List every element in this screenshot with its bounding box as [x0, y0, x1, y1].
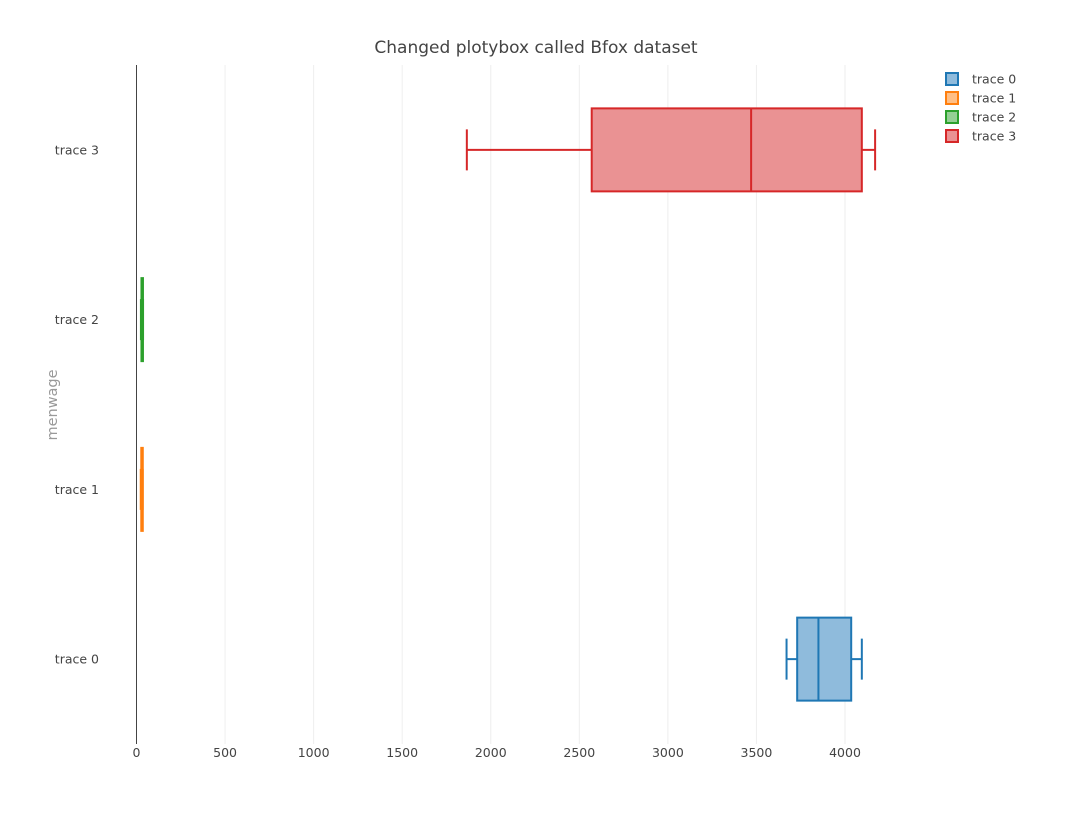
legend[interactable]: trace 0 trace 1 trace 2 trace 3 [945, 72, 1016, 144]
legend-label: trace 3 [972, 129, 1016, 144]
x-tick-label: 1500 [386, 745, 418, 760]
x-tick-label: 3000 [652, 745, 684, 760]
legend-label: trace 0 [972, 72, 1016, 87]
x-tick-label: 4000 [829, 745, 861, 760]
box-traces [139, 107, 877, 702]
x-tick-label: 500 [213, 745, 237, 760]
y-tick-label: trace 0 [55, 652, 99, 667]
box-trace-1 [139, 446, 144, 532]
x-tick-label: 3500 [741, 745, 773, 760]
x-tick-label: 1000 [298, 745, 330, 760]
box-trace-2 [139, 277, 145, 363]
legend-label: trace 2 [972, 110, 1016, 125]
y-tick-label: trace 1 [55, 482, 99, 497]
legend-item-2[interactable]: trace 2 [945, 110, 1016, 125]
x-tick-label: 2000 [475, 745, 507, 760]
x-axis-ticks: 0 500 1000 1500 2000 2500 3000 3500 4000 [133, 745, 861, 760]
legend-item-0[interactable]: trace 0 [945, 72, 1016, 87]
legend-label: trace 1 [972, 91, 1016, 106]
legend-item-1[interactable]: trace 1 [945, 91, 1016, 106]
chart-title: Changed plotybox called Bfox dataset [374, 38, 698, 58]
legend-swatch [945, 72, 959, 86]
y-tick-label: trace 2 [55, 312, 99, 327]
x-tick-label: 0 [133, 745, 141, 760]
x-tick-label: 2500 [563, 745, 595, 760]
box-trace-3 [465, 107, 877, 193]
box-iqr [590, 107, 863, 193]
y-axis-label: menwage [45, 369, 61, 440]
box-trace-0 [785, 616, 863, 702]
y-axis-ticks: trace 0 trace 1 trace 2 trace 3 [55, 142, 99, 666]
legend-item-3[interactable]: trace 3 [945, 129, 1016, 144]
y-tick-label: trace 3 [55, 142, 99, 157]
legend-swatch [945, 110, 959, 124]
legend-swatch [945, 91, 959, 105]
box-iqr [796, 616, 853, 702]
legend-swatch [945, 129, 959, 143]
